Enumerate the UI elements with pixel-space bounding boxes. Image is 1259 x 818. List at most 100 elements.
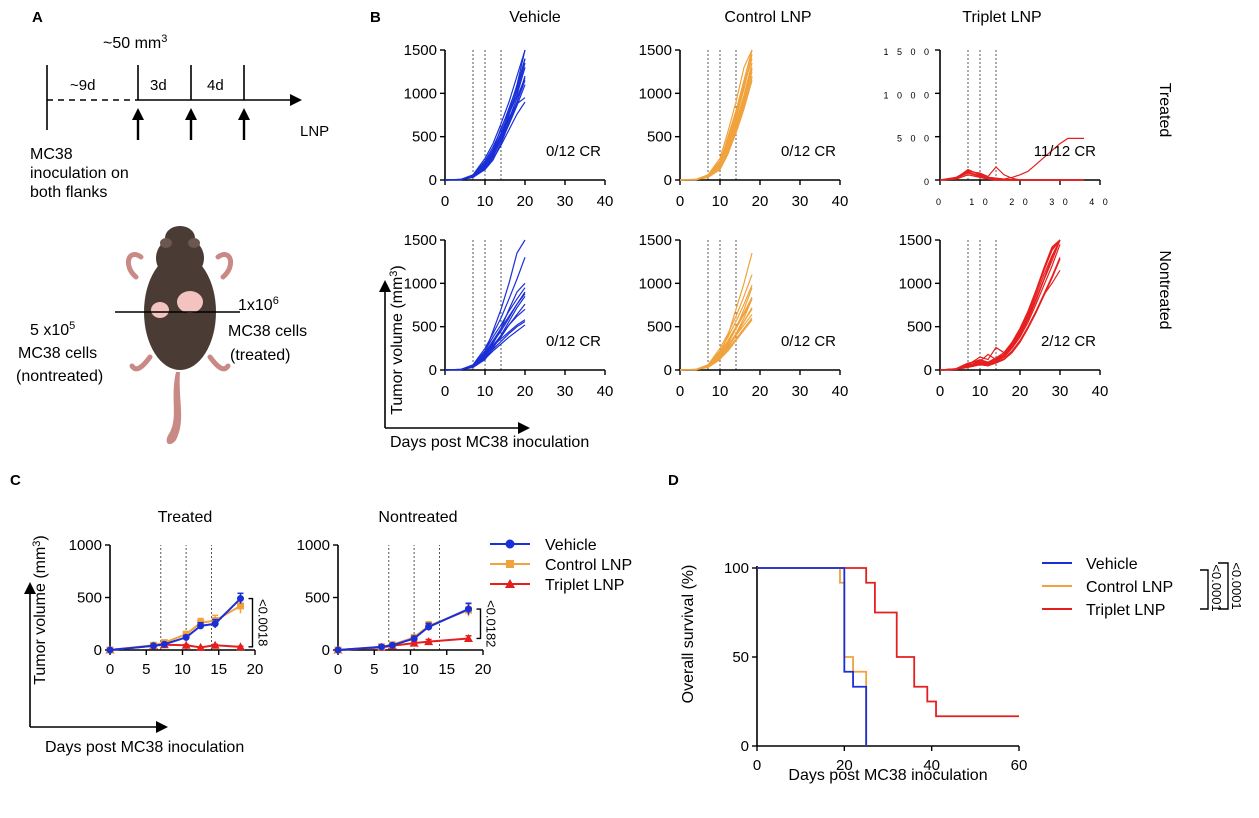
b-y-tick-label: 1000 bbox=[404, 275, 437, 292]
b-x-tick-label: 0 bbox=[676, 193, 684, 210]
c-pvalue-bracket bbox=[476, 608, 482, 640]
mouse-illustration bbox=[125, 226, 234, 445]
panel-c-plots: 0 500 1000 0 5 10 15 20 <0.0018 0 500 1000 0 5 10 15 20 <… bbox=[69, 537, 499, 678]
b-x-tick-label: 3 0 bbox=[1049, 197, 1071, 207]
b-x-tick-label: 20 bbox=[752, 383, 769, 400]
d-survival-curve bbox=[757, 567, 1019, 718]
c-marker-vehicle bbox=[150, 642, 157, 650]
c-x-tick-label: 10 bbox=[174, 661, 191, 678]
c-legend-vehicle-marker-icon bbox=[505, 539, 515, 549]
b-y-tick-label: 0 bbox=[664, 172, 672, 189]
b-plot-vehicle-treated: 0 500 1000 1500 0 10 20 30 40 0/12 CR bbox=[404, 42, 614, 210]
c-y-tick-label: 1000 bbox=[297, 537, 330, 554]
c-series-line bbox=[109, 597, 242, 651]
inoculation-line-2: inoculation on bbox=[30, 165, 129, 182]
b-y-tick-label: 500 bbox=[412, 319, 437, 336]
b-y-tick-label: 0 bbox=[924, 177, 932, 187]
c-marker-vehicle bbox=[106, 646, 114, 654]
right-tumor-icon bbox=[177, 291, 203, 313]
c-series-line bbox=[109, 605, 242, 651]
b-cr-label: 0/12 CR bbox=[546, 143, 601, 160]
c-legend: Vehicle Control LNP Triplet LNP bbox=[490, 537, 632, 594]
c-series-line bbox=[337, 608, 469, 651]
c-marker-vehicle bbox=[197, 622, 205, 630]
panel-label-c: C bbox=[10, 472, 21, 489]
left-tumor-icon bbox=[151, 302, 169, 318]
c-legend-triplet-marker-icon bbox=[505, 579, 515, 588]
b-x-tick-label: 20 bbox=[752, 193, 769, 210]
c-marker-control bbox=[237, 602, 244, 610]
b-cr-label: 0/12 CR bbox=[781, 333, 836, 350]
dose-arrow-3-icon bbox=[238, 108, 250, 140]
b-tumor-curve bbox=[939, 174, 1084, 181]
timeline-arrowhead-icon bbox=[290, 94, 302, 106]
b-y-tick-label: 1500 bbox=[404, 232, 437, 249]
c-marker-vehicle bbox=[465, 605, 472, 613]
c-x-tick-label: 5 bbox=[142, 661, 150, 678]
b-y-tick-label: 1500 bbox=[899, 232, 932, 249]
b-x-tick-label: 40 bbox=[832, 193, 849, 210]
d-legend-control-label: Control LNP bbox=[1086, 579, 1173, 596]
b-col-title-vehicle: Vehicle bbox=[509, 9, 561, 26]
b-y-tick-label: 1 5 0 0 bbox=[883, 47, 932, 57]
b-cr-label: 11/12 CR bbox=[1034, 143, 1096, 160]
b-ylabel: Tumor volume (mm3) bbox=[388, 265, 406, 415]
b-x-tick-label: 10 bbox=[477, 383, 494, 400]
c-pvalue-label: <0.0182 bbox=[484, 600, 499, 647]
c-marker-vehicle bbox=[334, 646, 342, 654]
volume-note: ~50 mm3 bbox=[103, 33, 167, 52]
c-marker-triplet bbox=[409, 638, 419, 647]
b-x-tick-label: 10 bbox=[972, 383, 989, 400]
b-x-tick-label: 20 bbox=[517, 383, 534, 400]
b-y-tick-label: 0 bbox=[664, 362, 672, 379]
right-cells-line-1: 1x106 bbox=[238, 295, 279, 314]
timeline: ~9d 3d 4d LNP bbox=[46, 65, 329, 140]
b-x-tick-label: 40 bbox=[1092, 383, 1109, 400]
left-cells-line-3: (nontreated) bbox=[16, 368, 103, 385]
b-col-title-triplet: Triplet LNP bbox=[962, 9, 1041, 26]
left-cells-line-1: 5 x105 bbox=[30, 320, 75, 339]
seg-label-4d: 4d bbox=[207, 77, 224, 94]
b-tumor-curve bbox=[939, 239, 1061, 371]
b-x-tick-label: 40 bbox=[597, 193, 614, 210]
b-tumor-curve bbox=[939, 270, 1061, 371]
d-ylabel: Overall survival (%) bbox=[680, 565, 697, 704]
b-y-tick-label: 1 0 0 0 bbox=[883, 90, 932, 100]
c-legend-control-marker-icon bbox=[506, 560, 514, 568]
b-x-tick-label: 0 bbox=[441, 383, 449, 400]
c-x-tick-label: 0 bbox=[106, 661, 114, 678]
b-x-tick-label: 20 bbox=[1012, 383, 1029, 400]
b-y-tick-label: 0 bbox=[429, 172, 437, 189]
panel-label-b: B bbox=[370, 9, 381, 26]
panel-label-d: D bbox=[668, 472, 679, 489]
c-x-tick-label: 20 bbox=[247, 661, 264, 678]
c-marker-vehicle bbox=[182, 633, 190, 641]
b-x-tick-label: 0 bbox=[441, 193, 449, 210]
b-plot-control-nontreated: 0 500 1000 1500 0 10 20 30 40 0/12 CR bbox=[639, 232, 849, 400]
c-legend-triplet-label: Triplet LNP bbox=[545, 577, 624, 594]
b-x-tick-label: 30 bbox=[792, 383, 809, 400]
c-title-nontreated: Nontreated bbox=[378, 509, 457, 526]
b-tumor-curve bbox=[444, 101, 526, 181]
b-tumor-curve bbox=[939, 239, 1061, 371]
b-tumor-curve bbox=[939, 244, 1061, 371]
dose-arrow-1-icon bbox=[132, 108, 144, 140]
c-marker-vehicle bbox=[378, 643, 385, 651]
inoculation-line-1: MC38 bbox=[30, 146, 73, 163]
c-title-treated: Treated bbox=[158, 509, 213, 526]
b-xlabel: Days post MC38 inoculation bbox=[390, 434, 589, 451]
d-survival-curve bbox=[757, 567, 868, 746]
b-y-tick-label: 0 bbox=[924, 362, 932, 379]
d-legend-vehicle-label: Vehicle bbox=[1086, 556, 1138, 573]
c-legend-control-label: Control LNP bbox=[545, 557, 632, 574]
b-y-tick-label: 1000 bbox=[639, 85, 672, 102]
c-x-tick-label: 15 bbox=[438, 661, 455, 678]
d-x-tick-label: 0 bbox=[753, 757, 761, 774]
c-marker-triplet bbox=[196, 642, 206, 651]
d-x-tick-label: 20 bbox=[836, 757, 853, 774]
b-x-tick-label: 1 0 bbox=[969, 197, 991, 207]
c-ylabel: Tumor volume (mm3) bbox=[31, 535, 49, 685]
c-x-tick-label: 5 bbox=[370, 661, 378, 678]
b-cr-label: 0/12 CR bbox=[546, 333, 601, 350]
